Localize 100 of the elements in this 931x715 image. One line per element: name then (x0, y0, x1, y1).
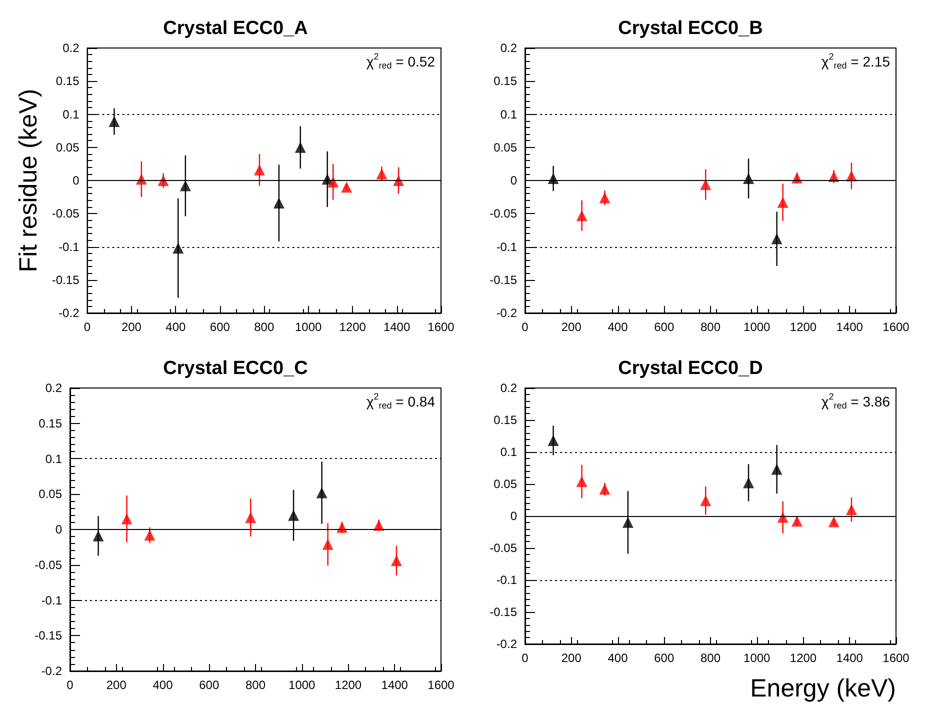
x-tick-label: 200 (561, 320, 582, 334)
x-tick-label: 1200 (339, 320, 366, 334)
y-tick-label: -0.15 (52, 272, 80, 287)
point (548, 434, 559, 446)
y-tick-label: 0.05 (56, 140, 80, 154)
y-tick-label: 0 (72, 174, 80, 188)
point (273, 198, 284, 209)
point (576, 476, 588, 487)
y-tick-label: 0.15 (38, 416, 62, 430)
point (599, 484, 610, 495)
point (376, 168, 388, 180)
point (92, 530, 104, 542)
x-tick-label: 400 (608, 320, 628, 334)
x-tick-label: 800 (700, 651, 721, 665)
point (700, 495, 712, 506)
y-tick-label: -0.1 (58, 240, 80, 254)
y-tick-label: 0.05 (494, 477, 518, 491)
point (576, 210, 588, 222)
x-tick-label: 200 (121, 320, 142, 334)
x-tick-label: 800 (245, 678, 266, 692)
y-tick-label: 0.2 (45, 381, 62, 395)
y-tick-label: -0.1 (41, 593, 62, 608)
point (245, 512, 256, 523)
x-tick-label: 0 (522, 651, 529, 665)
point (144, 530, 156, 541)
x-tick-label: 1400 (383, 320, 410, 334)
point (777, 512, 788, 523)
y-tick-label: -0.05 (34, 558, 62, 572)
x-tick-label: 1000 (744, 651, 771, 665)
y-tick-label: 0.1 (62, 107, 80, 122)
x-tick-label: 1200 (790, 651, 817, 665)
point (341, 182, 352, 193)
chart-title: Crystal ECC0_C (163, 358, 308, 379)
point (777, 196, 788, 208)
x-tick-label: 400 (152, 678, 174, 692)
y-tick-label: -0.2 (496, 637, 518, 651)
y-tick-label: 0 (510, 174, 518, 188)
y-tick-label: 0.05 (38, 487, 62, 502)
x-tick-label: 1000 (288, 678, 316, 692)
x-tick-label: 200 (561, 651, 582, 665)
point (599, 192, 610, 204)
x-tick-label: 1000 (744, 320, 771, 334)
y-tick-label: 0.2 (62, 41, 80, 55)
x-tick-label: 1000 (294, 320, 322, 334)
point (316, 487, 328, 498)
x-tick-label: 1400 (836, 320, 864, 334)
y-tick-label: -0.2 (41, 664, 62, 678)
point (322, 538, 334, 550)
x-tick-label: 1400 (381, 678, 408, 692)
x-tick-label: 1600 (882, 651, 910, 665)
point (254, 164, 265, 176)
point (180, 180, 191, 192)
y-axis-title: Fit residue (keV) (14, 88, 42, 272)
chart-title: Crystal ECC0_A (163, 18, 308, 39)
y-tick-label: 0 (55, 522, 62, 536)
point (846, 504, 857, 516)
x-tick-label: 0 (522, 320, 529, 334)
x-tick-label: 1400 (836, 651, 864, 665)
y-tick-label: 0 (510, 509, 518, 523)
y-tick-label: 0.05 (494, 140, 518, 154)
y-tick-label: 0.2 (500, 381, 518, 395)
y-tick-label: 0.15 (494, 74, 518, 88)
point (172, 242, 184, 254)
y-tick-label: -0.15 (34, 628, 62, 643)
point (390, 555, 402, 566)
y-tick-label: 0.1 (500, 445, 518, 459)
point (771, 233, 782, 244)
x-tick-label: 600 (210, 320, 230, 334)
x-tick-label: 1600 (882, 320, 910, 334)
point (288, 510, 300, 521)
point (393, 175, 404, 186)
x-tick-label: 0 (84, 320, 91, 334)
point (700, 178, 712, 190)
x-tick-label: 400 (608, 651, 628, 665)
y-tick-label: -0.05 (490, 541, 518, 555)
point (328, 176, 339, 188)
point (158, 175, 169, 186)
y-tick-label: -0.05 (52, 206, 80, 221)
x-tick-label: 800 (700, 320, 721, 334)
y-tick-label: -0.1 (496, 240, 518, 254)
y-tick-label: 0.2 (500, 41, 518, 55)
y-tick-label: -0.2 (58, 306, 80, 320)
y-tick-label: 0.1 (45, 452, 62, 466)
y-tick-label: -0.2 (496, 306, 518, 320)
x-tick-label: 1600 (428, 320, 455, 334)
x-tick-label: 600 (199, 678, 220, 692)
chart-title: Crystal ECC0_D (618, 358, 763, 379)
point (622, 516, 634, 528)
x-tick-label: 200 (106, 678, 127, 692)
y-tick-label: 0.1 (500, 107, 518, 122)
y-tick-label: -0.05 (490, 206, 518, 221)
y-tick-label: -0.1 (496, 573, 518, 587)
y-tick-label: -0.15 (490, 605, 518, 619)
y-tick-label: 0.15 (494, 413, 518, 427)
chart-title: Crystal ECC0_B (618, 18, 763, 39)
point (743, 477, 754, 488)
point (121, 513, 132, 524)
point (108, 116, 120, 128)
x-tick-label: 1600 (428, 678, 455, 692)
point (828, 516, 840, 528)
